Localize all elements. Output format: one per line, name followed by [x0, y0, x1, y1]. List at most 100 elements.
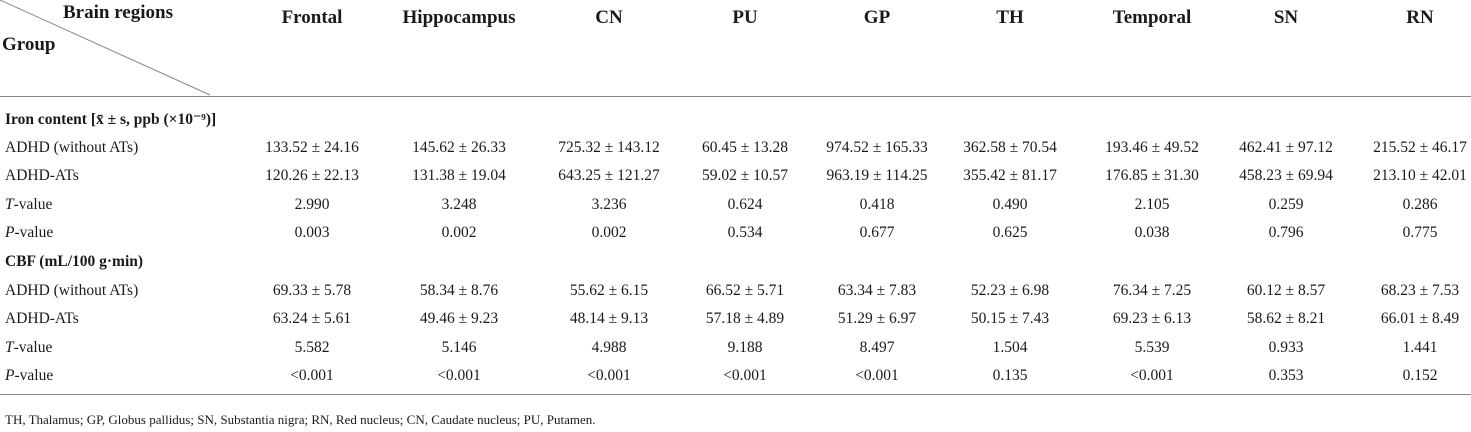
section-title-cbf: CBF (mL/100 g·min) — [5, 253, 144, 270]
column-header: PU — [732, 7, 758, 28]
table-cell: 213.10 ± 42.01 — [1373, 167, 1467, 184]
table-cell: 5.539 — [1134, 339, 1170, 356]
table-cell: 0.933 — [1268, 339, 1304, 356]
table-cell: <0.001 — [290, 367, 334, 384]
section-title-iron: Iron content [x̄ ± s, ppb (×10⁻⁹)] — [5, 111, 217, 128]
table-cell: 0.003 — [294, 224, 330, 241]
diagonal-divider — [0, 0, 211, 96]
table-cell: <0.001 — [1130, 367, 1174, 384]
corner-label-regions: Brain regions — [63, 2, 173, 23]
table-cell: 643.25 ± 121.27 — [558, 167, 660, 184]
table-cell: 63.34 ± 7.83 — [837, 282, 917, 299]
table-cell: 0.418 — [859, 196, 895, 213]
table-cell: 69.33 ± 5.78 — [272, 282, 352, 299]
row-label-stat: P — [5, 224, 15, 241]
table-row: ADHD (without ATs) 69.33 ± 5.78 58.34 ± 8.… — [0, 282, 1471, 310]
table-cell: 0.259 — [1268, 196, 1304, 213]
table-cell: 462.41 ± 97.12 — [1239, 139, 1333, 156]
table-cell: <0.001 — [723, 367, 767, 384]
table-row: ADHD-ATs 63.24 ± 5.61 49.46 ± 9.23 48.14 ± … — [0, 310, 1471, 338]
row-label: P-value — [5, 367, 53, 385]
table-cell: <0.001 — [437, 367, 481, 384]
table-cell: 52.23 ± 6.98 — [970, 282, 1050, 299]
table-cell: 60.12 ± 8.57 — [1246, 282, 1326, 299]
table-cell: 69.23 ± 6.13 — [1112, 310, 1192, 327]
column-header: SN — [1273, 7, 1299, 28]
table-row: P-value <0.001 <0.001 <0.001 <0.001 <0.001 0.1… — [0, 367, 1471, 395]
row-label-stat: P — [5, 367, 15, 384]
table-cell: 58.34 ± 8.76 — [419, 282, 499, 299]
table-cell: 193.46 ± 49.52 — [1105, 139, 1199, 156]
table-cell: 974.52 ± 165.33 — [826, 139, 928, 156]
row-label: T-value — [5, 339, 52, 357]
table-cell: 50.15 ± 7.43 — [970, 310, 1050, 327]
table-row: P-value 0.003 0.002 0.002 0.534 0.677 0.625 0.0… — [0, 224, 1471, 252]
table-cell: 145.62 ± 26.33 — [412, 139, 506, 156]
table-cell: 0.353 — [1268, 367, 1304, 384]
table-cell: 51.29 ± 6.97 — [837, 310, 917, 327]
table-cell: 725.32 ± 143.12 — [558, 139, 660, 156]
table-cell: 1.504 — [992, 339, 1028, 356]
row-label-suffix: -value — [13, 196, 53, 213]
table-cell: 0.534 — [727, 224, 763, 241]
table-cell: 1.441 — [1402, 339, 1438, 356]
table-cell: 963.19 ± 114.25 — [826, 167, 928, 184]
corner-label-group: Group — [2, 34, 56, 55]
table-cell: 0.152 — [1402, 367, 1438, 384]
column-header: CN — [595, 7, 623, 28]
table-cell: 0.677 — [859, 224, 895, 241]
table-cell: 57.18 ± 4.89 — [705, 310, 785, 327]
row-label: P-value — [5, 224, 53, 242]
column-header: Temporal — [1112, 7, 1192, 28]
table-cell: 0.490 — [992, 196, 1028, 213]
table-cell: 3.236 — [591, 196, 627, 213]
table-cell: 55.62 ± 6.15 — [569, 282, 649, 299]
table-cell: 2.105 — [1134, 196, 1170, 213]
table-cell: <0.001 — [587, 367, 631, 384]
row-label-suffix: -value — [14, 367, 54, 384]
table-cell: 131.38 ± 19.04 — [412, 167, 506, 184]
table-cell: 215.52 ± 46.17 — [1373, 139, 1467, 156]
table-cell: 8.497 — [859, 339, 895, 356]
table-cell: 0.002 — [441, 224, 477, 241]
row-label: ADHD (without ATs) — [5, 282, 139, 299]
table-cell: 49.46 ± 9.23 — [419, 310, 499, 327]
row-label-stat: T — [5, 339, 14, 356]
footnote: TH, Thalamus; GP, Globus pallidus; SN, S… — [5, 412, 596, 427]
table-cell: 0.796 — [1268, 224, 1304, 241]
table-cell: 9.188 — [727, 339, 763, 356]
table-cell: 120.26 ± 22.13 — [265, 167, 359, 184]
table-cell: 0.002 — [591, 224, 627, 241]
row-label-stat: T — [5, 196, 14, 213]
row-label: ADHD-ATs — [5, 310, 79, 327]
table-cell: 458.23 ± 69.94 — [1239, 167, 1333, 184]
table-cell: 176.85 ± 31.30 — [1105, 167, 1199, 184]
row-label-suffix: -value — [13, 339, 53, 356]
table-cell: 5.146 — [441, 339, 477, 356]
table-header: Brain regions Group Frontal Hippocampus … — [0, 0, 1471, 96]
table-cell: 66.01 ± 8.49 — [1380, 310, 1460, 327]
column-header: Hippocampus — [402, 7, 516, 28]
column-header: RN — [1406, 7, 1434, 28]
table-cell: 0.775 — [1402, 224, 1438, 241]
table-cell: 0.624 — [727, 196, 763, 213]
table-cell: 0.038 — [1134, 224, 1170, 241]
row-label: T-value — [5, 196, 52, 214]
bottom-rule — [0, 394, 1471, 395]
column-header: Frontal — [281, 7, 343, 28]
table-cell: 0.625 — [992, 224, 1028, 241]
table-cell: 76.34 ± 7.25 — [1112, 282, 1192, 299]
table-cell: 3.248 — [441, 196, 477, 213]
table-cell: 133.52 ± 24.16 — [265, 139, 359, 156]
row-label: ADHD-ATs — [5, 167, 79, 184]
table-cell: 4.988 — [591, 339, 627, 356]
header-rule — [0, 96, 1471, 97]
table-row: T-value 5.582 5.146 4.988 9.188 8.497 1.504 5.5… — [0, 339, 1471, 367]
column-header: GP — [863, 7, 891, 28]
table-row: ADHD (without ATs) 133.52 ± 24.16 145.62 ±… — [0, 139, 1471, 167]
table-cell: 68.23 ± 7.53 — [1380, 282, 1460, 299]
table-cell: 48.14 ± 9.13 — [569, 310, 649, 327]
column-header: TH — [996, 7, 1024, 28]
table-cell: 63.24 ± 5.61 — [272, 310, 352, 327]
row-label: ADHD (without ATs) — [5, 139, 139, 156]
